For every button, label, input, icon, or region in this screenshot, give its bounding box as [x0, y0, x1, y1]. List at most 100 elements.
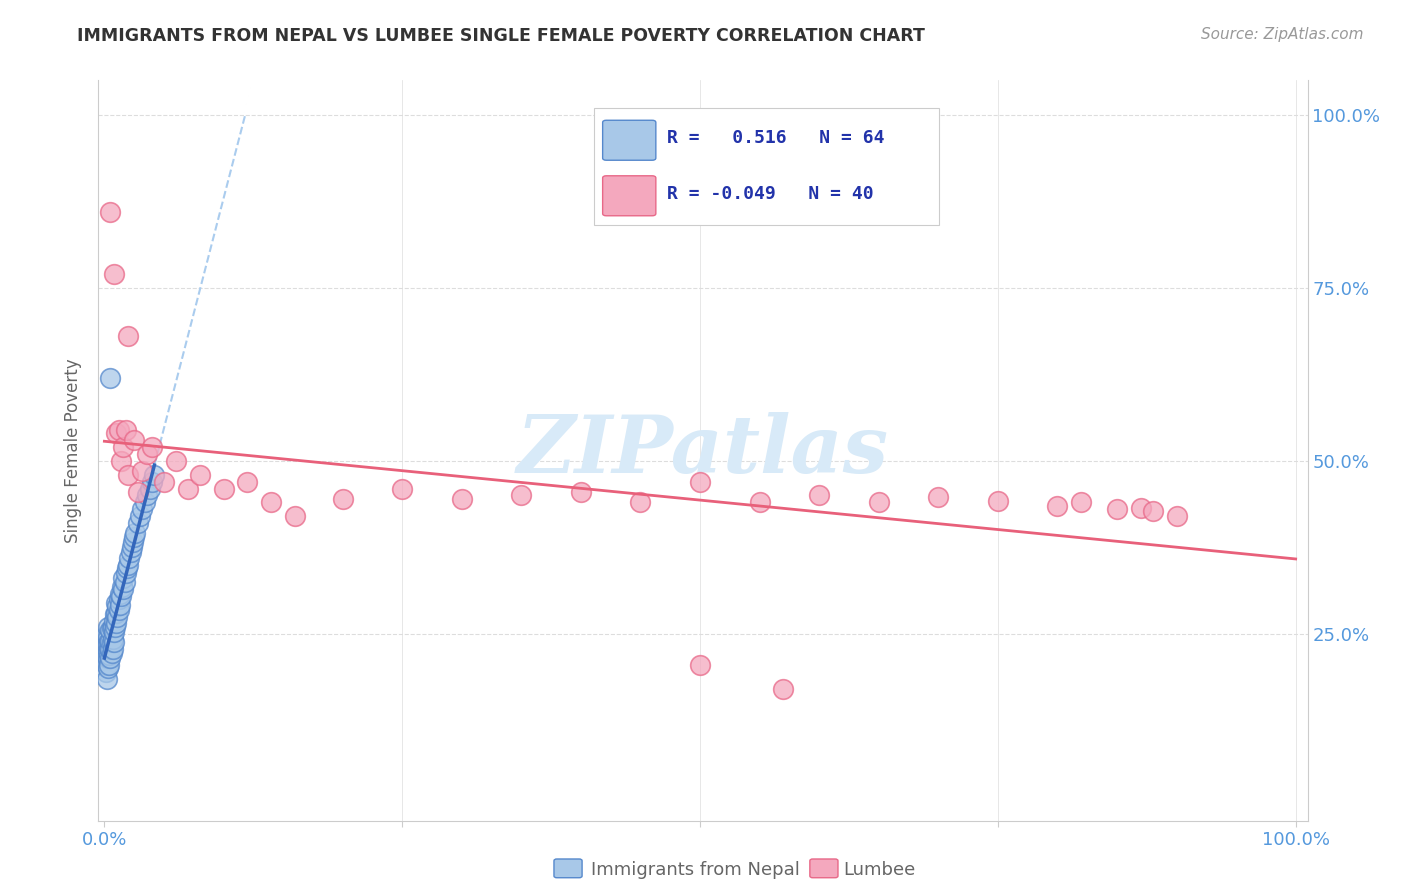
- Point: [177, 482, 200, 496]
- Point: [212, 482, 235, 496]
- Point: [98, 633, 121, 648]
- Point: [138, 482, 160, 496]
- Point: [111, 580, 134, 594]
- Point: [117, 329, 139, 343]
- Point: [772, 682, 794, 697]
- Point: [127, 485, 149, 500]
- Point: [108, 598, 131, 612]
- Point: [105, 426, 128, 441]
- Point: [97, 637, 120, 651]
- Point: [124, 526, 146, 541]
- Text: Source: ZipAtlas.com: Source: ZipAtlas.com: [1201, 27, 1364, 42]
- Point: [107, 609, 129, 624]
- Point: [96, 648, 118, 662]
- Point: [98, 640, 121, 655]
- Point: [569, 485, 592, 500]
- Point: [868, 495, 890, 509]
- Point: [748, 495, 770, 509]
- Point: [118, 550, 141, 565]
- Point: [1105, 502, 1128, 516]
- Point: [100, 635, 122, 649]
- Point: [98, 648, 121, 662]
- Point: [127, 516, 149, 530]
- Point: [1046, 499, 1069, 513]
- Point: [236, 475, 259, 489]
- Point: [141, 440, 163, 454]
- Point: [121, 541, 143, 555]
- Point: [131, 464, 153, 478]
- Point: [101, 620, 124, 634]
- Point: [98, 633, 121, 648]
- Point: [1166, 509, 1188, 524]
- Text: Immigrants from Nepal: Immigrants from Nepal: [591, 861, 800, 879]
- Point: [110, 454, 132, 468]
- Point: [689, 475, 711, 489]
- Point: [107, 599, 129, 614]
- Point: [98, 204, 121, 219]
- Point: [103, 615, 125, 629]
- Point: [108, 587, 131, 601]
- Point: [131, 502, 153, 516]
- Point: [96, 637, 118, 651]
- Point: [510, 488, 533, 502]
- Point: [1142, 503, 1164, 517]
- Point: [103, 625, 125, 640]
- Point: [117, 467, 139, 482]
- FancyBboxPatch shape: [603, 120, 655, 161]
- Point: [100, 646, 122, 660]
- Point: [104, 607, 127, 622]
- Point: [808, 488, 831, 502]
- Point: [110, 589, 132, 603]
- Point: [114, 566, 136, 580]
- Point: [114, 574, 136, 589]
- Point: [107, 592, 129, 607]
- Point: [260, 495, 283, 509]
- Point: [391, 482, 413, 496]
- Point: [143, 467, 166, 482]
- Y-axis label: Single Female Poverty: Single Female Poverty: [65, 359, 83, 542]
- Point: [97, 644, 120, 658]
- Point: [117, 558, 139, 572]
- Point: [98, 371, 121, 385]
- Point: [105, 596, 128, 610]
- Text: IMMIGRANTS FROM NEPAL VS LUMBEE SINGLE FEMALE POVERTY CORRELATION CHART: IMMIGRANTS FROM NEPAL VS LUMBEE SINGLE F…: [77, 27, 925, 45]
- Text: Lumbee: Lumbee: [844, 861, 915, 879]
- Point: [630, 495, 652, 509]
- FancyBboxPatch shape: [595, 108, 939, 225]
- Point: [97, 620, 120, 634]
- Point: [96, 672, 118, 686]
- Point: [107, 423, 129, 437]
- Point: [115, 561, 138, 575]
- Text: ZIPatlas: ZIPatlas: [517, 412, 889, 489]
- Point: [96, 627, 118, 641]
- Point: [122, 433, 145, 447]
- Point: [105, 606, 128, 620]
- Point: [103, 635, 125, 649]
- Point: [112, 572, 135, 586]
- Point: [141, 475, 163, 489]
- Point: [188, 467, 211, 482]
- Point: [134, 495, 156, 509]
- Point: [101, 632, 124, 647]
- Point: [122, 535, 145, 549]
- Point: [107, 602, 129, 616]
- Point: [98, 651, 121, 665]
- Point: [136, 488, 159, 502]
- Point: [96, 657, 118, 672]
- Point: [100, 621, 122, 635]
- Point: [112, 582, 135, 596]
- Point: [129, 509, 152, 524]
- Text: R =   0.516   N = 64: R = 0.516 N = 64: [666, 129, 884, 147]
- Point: [98, 624, 121, 638]
- Point: [101, 642, 124, 657]
- Point: [94, 640, 117, 655]
- Point: [927, 490, 949, 504]
- Point: [1129, 500, 1152, 515]
- Point: [103, 267, 125, 281]
- Point: [136, 447, 159, 461]
- Point: [987, 494, 1010, 508]
- Point: [98, 657, 121, 672]
- Point: [112, 440, 135, 454]
- Point: [97, 661, 120, 675]
- Point: [284, 509, 307, 524]
